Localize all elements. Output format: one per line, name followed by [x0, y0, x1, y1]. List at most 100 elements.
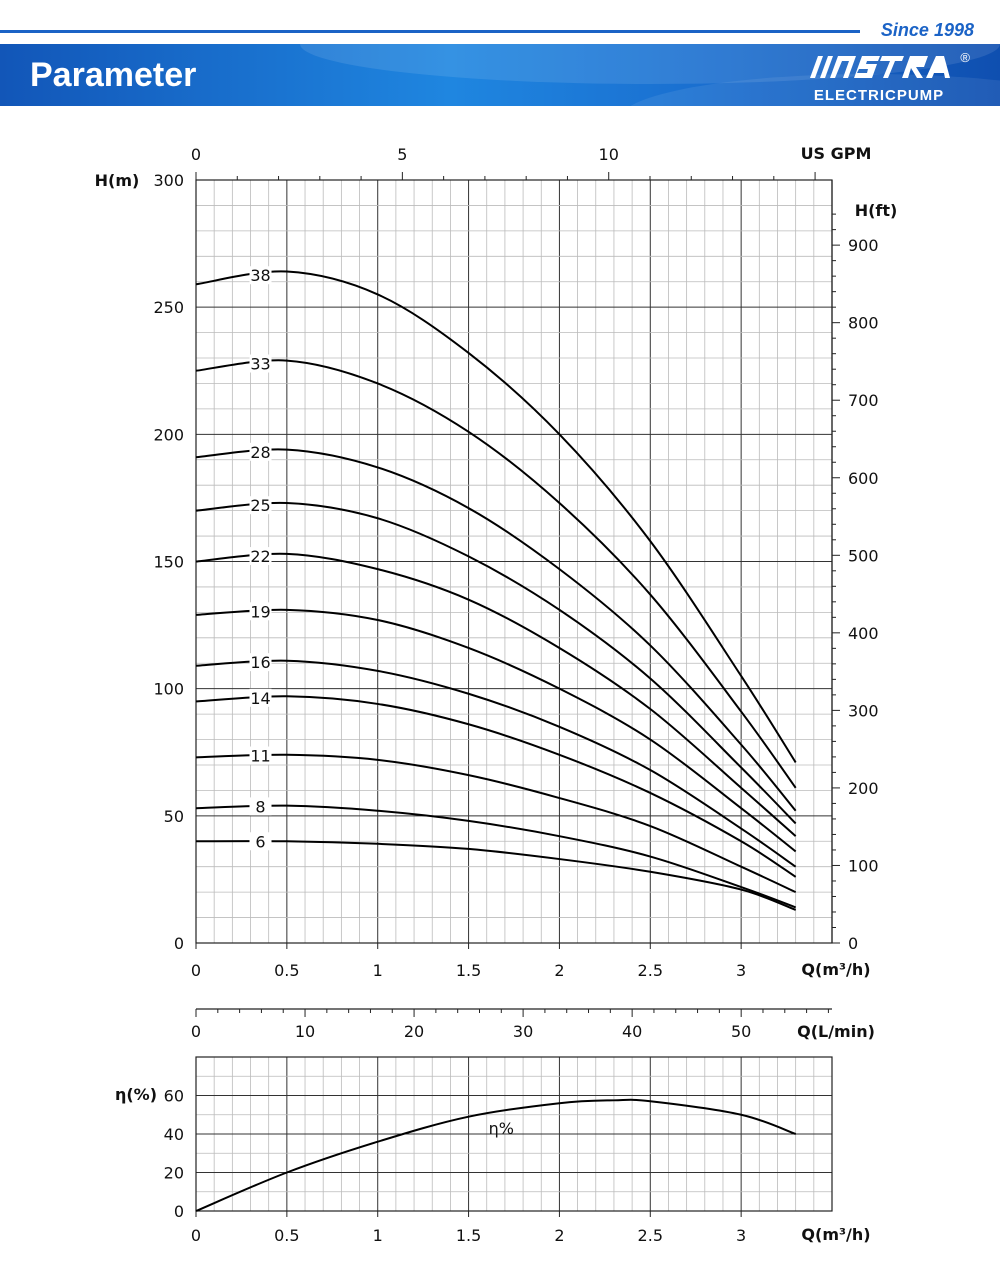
- x-tick-label: 0: [191, 1226, 201, 1245]
- series-label-bg: [249, 442, 272, 461]
- x-tick-label: 1.5: [456, 1226, 481, 1245]
- series-label-bg: [249, 688, 272, 707]
- y2-tick-label: 700: [848, 391, 879, 410]
- logo-wordmark-icon: [810, 56, 950, 78]
- head-curve-38: [195, 270, 797, 763]
- title-banner: Parameter ELECTRICPUMP ®: [0, 44, 1000, 106]
- page-header: Since 1998 Parameter ELE: [0, 0, 1000, 110]
- y-tick-label: 0: [174, 1202, 184, 1221]
- x-tick-label: 1: [373, 1226, 383, 1245]
- y-tick-label: 100: [153, 680, 184, 699]
- x-tick-label: 1.5: [456, 961, 481, 980]
- y2-tick-label: 600: [848, 469, 879, 488]
- x-tick-label: 0.5: [274, 961, 299, 980]
- y-tick-label: 300: [153, 171, 184, 190]
- series-label: 6: [255, 832, 265, 851]
- series-label-bg: [249, 496, 272, 515]
- series-label: 14: [250, 689, 270, 708]
- head-curves: 38 33 28 25 22 19 16 14 11 8 6: [195, 266, 797, 911]
- series-label-bg: [249, 354, 272, 373]
- series-label-bg: [249, 266, 272, 285]
- head-curve-28: [195, 448, 797, 812]
- series-label-bg: [249, 547, 272, 566]
- series-label: 8: [255, 797, 265, 816]
- series-label: 33: [250, 355, 270, 374]
- efficiency-series-label: η%: [489, 1119, 514, 1138]
- efficiency-chart-grid: [195, 1056, 833, 1212]
- y2-tick-label: 900: [848, 236, 879, 255]
- y2-tick-label: 300: [848, 701, 879, 720]
- head-axis-labels: 0 0.5 1 1.5 2 2.5 3050100150200250300010020030…: [153, 145, 878, 980]
- y2-axis-title: H(ft): [855, 201, 898, 220]
- brand-logo: ELECTRICPUMP ®: [804, 50, 970, 104]
- x-tick-label: 2.5: [638, 1226, 663, 1245]
- y-tick-label: 50: [164, 807, 184, 826]
- series-label: 28: [250, 443, 270, 462]
- x-tick-label: 1: [373, 961, 383, 980]
- x-tick-label: 3: [736, 961, 746, 980]
- series-label-bg: [249, 832, 272, 851]
- y2-tick-label: 500: [848, 546, 879, 565]
- lmin-axis-title: Q(L/min): [797, 1022, 875, 1041]
- registered-mark: ®: [960, 50, 970, 65]
- mastra-logo-icon: [804, 52, 954, 88]
- series-label-bg: [249, 746, 272, 765]
- head-chart-grid: [195, 179, 833, 944]
- y-tick-label: 250: [153, 298, 184, 317]
- head-curve-33: [195, 359, 797, 789]
- x2-tick-label: 0: [191, 145, 201, 164]
- x2-axis-title: US GPM: [801, 144, 872, 163]
- header-rule: [0, 30, 860, 33]
- x-tick-label: 3: [736, 1226, 746, 1245]
- head-curve-14: [195, 695, 797, 878]
- x2-tick-label: 10: [599, 145, 619, 164]
- head-curve-6: [195, 840, 797, 911]
- series-label-bg: [249, 797, 272, 816]
- series-label: 25: [250, 496, 270, 515]
- lmin-tick-label: 20: [404, 1022, 424, 1041]
- lmin-tick-label: 10: [295, 1022, 315, 1041]
- head-curve-16: [195, 659, 797, 868]
- eff-x-axis-title: Q(m³/h): [801, 1225, 870, 1244]
- lmin-tick-label: 40: [622, 1022, 642, 1041]
- x2-tick-label: 5: [397, 145, 407, 164]
- head-curve-22: [195, 552, 797, 837]
- page-title: Parameter: [30, 56, 197, 94]
- y-tick-label: 20: [164, 1164, 184, 1183]
- lmin-tick-label: 30: [513, 1022, 533, 1041]
- head-curve-25: [195, 501, 797, 825]
- y-tick-label: 150: [153, 553, 184, 572]
- series-label: 16: [250, 653, 270, 672]
- head-curve-11: [195, 753, 797, 894]
- y2-tick-label: 0: [848, 934, 858, 953]
- y-tick-label: 0: [174, 934, 184, 953]
- efficiency-curve-line: [195, 1098, 796, 1212]
- y2-tick-label: 200: [848, 779, 879, 798]
- x-axis-title: Q(m³/h): [801, 960, 870, 979]
- x-tick-label: 2.5: [638, 961, 663, 980]
- head-curve-8: [195, 804, 797, 909]
- eff-axis-title: η(%): [115, 1085, 157, 1104]
- series-label: 38: [250, 266, 270, 285]
- plot-frame: [195, 1056, 833, 1212]
- x-tick-label: 2: [554, 1226, 564, 1245]
- series-label: 11: [250, 747, 270, 766]
- series-label-bg: [249, 653, 272, 672]
- head-curve-19: [195, 608, 797, 853]
- x-tick-label: 2: [554, 961, 564, 980]
- x-tick-label: 0.5: [274, 1226, 299, 1245]
- y2-tick-label: 400: [848, 624, 879, 643]
- logo-subtitle: ELECTRICPUMP: [813, 87, 945, 104]
- y-tick-label: 40: [164, 1125, 184, 1144]
- y-tick-label: 60: [164, 1087, 184, 1106]
- efficiency-curve: η%: [195, 1098, 796, 1212]
- lmin-tick-label: 50: [731, 1022, 751, 1041]
- series-label: 19: [250, 602, 270, 621]
- series-label: 22: [250, 547, 270, 566]
- y2-tick-label: 100: [848, 856, 879, 875]
- y2-tick-label: 800: [848, 314, 879, 333]
- efficiency-axis-labels: 0 0.5 1 1.5 2 2.5 3 0 20 40 60: [164, 1087, 747, 1246]
- y-axis-title: H(m): [95, 171, 140, 190]
- series-label-bg: [249, 602, 272, 621]
